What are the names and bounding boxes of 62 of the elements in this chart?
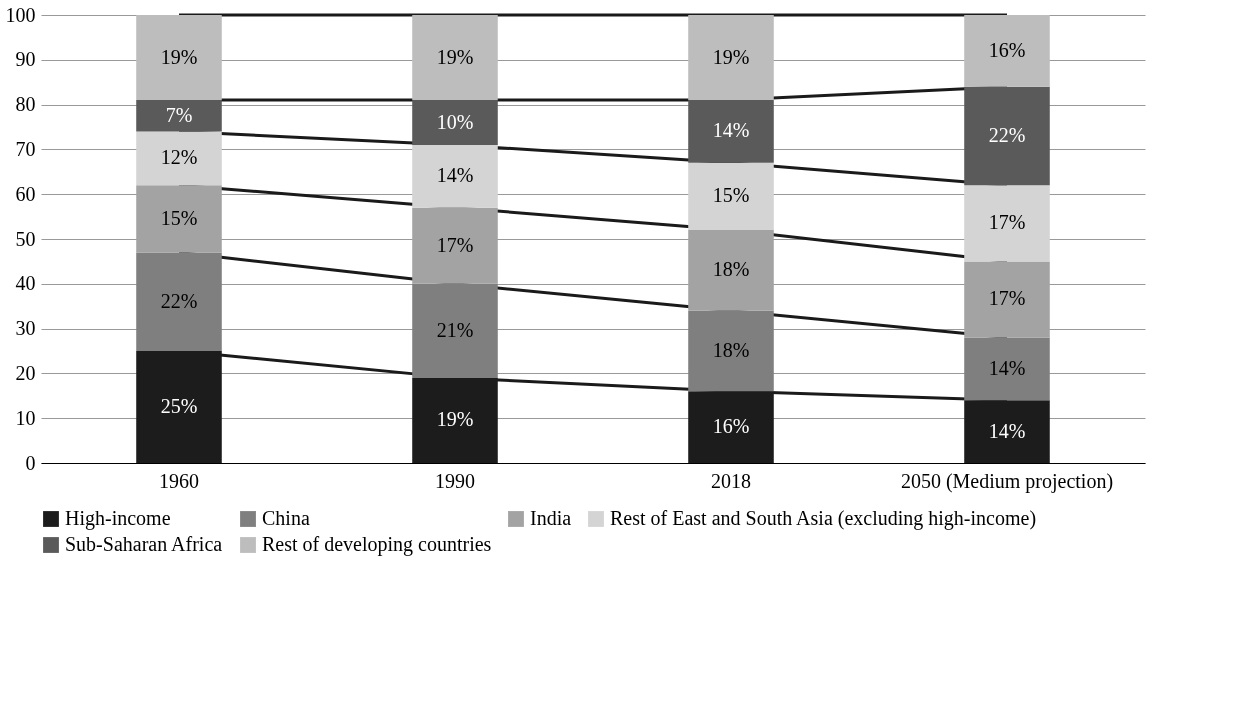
y-tick-label: 40 [15, 272, 36, 295]
bar [412, 144, 498, 208]
y-tick-label: 10 [15, 406, 36, 429]
legend-label: India [530, 507, 572, 529]
bar [412, 283, 498, 378]
data-label: 16% [712, 415, 750, 438]
y-tick-label: 90 [15, 48, 36, 71]
x-tick-label: 2018 [711, 469, 751, 492]
bar [964, 185, 1050, 262]
data-label: 22% [988, 123, 1026, 146]
data-label: 14% [712, 119, 750, 142]
legend-label: Sub-Saharan Africa [65, 533, 223, 555]
data-label: 10% [436, 110, 474, 133]
data-label: 16% [988, 38, 1026, 61]
bar [688, 100, 774, 163]
bar [688, 310, 774, 392]
data-label: 17% [436, 233, 474, 256]
bar [964, 400, 1050, 463]
data-label: 19% [436, 408, 474, 431]
bar [964, 337, 1050, 401]
y-tick-label: 60 [15, 182, 36, 205]
bar [412, 100, 498, 145]
data-label: 21% [436, 318, 474, 341]
data-label: 22% [160, 289, 198, 312]
bar [688, 15, 774, 101]
bar [964, 15, 1050, 87]
bar [412, 15, 498, 101]
data-label: 19% [160, 45, 198, 68]
data-label: 25% [160, 395, 198, 417]
y-tick-label: 100 [5, 3, 36, 26]
x-tick-label: 2050 (Medium projection) [900, 469, 1114, 493]
y-tick-label: 80 [15, 93, 36, 116]
data-label: 15% [160, 206, 198, 229]
legend-label: China [262, 507, 310, 529]
bar [136, 131, 222, 186]
data-label: 17% [988, 287, 1026, 310]
data-label: 15% [712, 184, 750, 207]
bar [136, 15, 222, 101]
y-tick-label: 20 [15, 361, 36, 384]
y-tick-label: 50 [15, 227, 36, 250]
y-tick-label: 0 [25, 451, 36, 474]
bar [964, 86, 1050, 186]
y-tick-label: 70 [15, 137, 36, 160]
y-tick-label: 30 [15, 317, 36, 340]
x-tick-label: 1960 [159, 469, 199, 492]
x-tick-label: 1990 [435, 469, 475, 492]
data-label: 14% [436, 164, 474, 187]
data-label: 18% [712, 258, 750, 281]
legend-label: Rest of East and South Asia (excluding high-income) [610, 507, 1037, 530]
bar [136, 100, 222, 132]
data-label: 17% [988, 211, 1026, 234]
data-label: 18% [712, 339, 750, 361]
bar [136, 252, 222, 351]
data-label: 14% [988, 419, 1026, 442]
bar [688, 162, 774, 231]
data-label: 14% [988, 356, 1026, 379]
data-label: 7% [165, 103, 193, 126]
legend-label: High-income [65, 507, 171, 530]
data-label: 12% [160, 146, 198, 169]
data-label: 19% [712, 45, 750, 68]
legend-label: Rest of developing countries [262, 533, 492, 556]
data-label: 19% [436, 45, 474, 68]
